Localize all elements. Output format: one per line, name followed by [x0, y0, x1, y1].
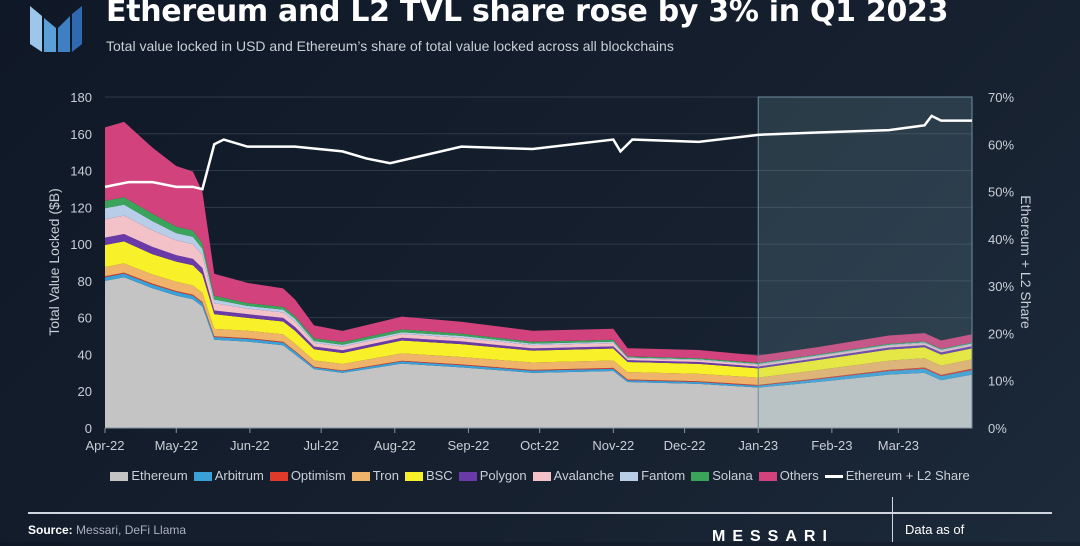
legend-line-swatch: [824, 475, 843, 479]
legend-label: Others: [779, 468, 819, 483]
legend-item-ethereum: Ethereum: [110, 468, 188, 483]
legend-swatch: [404, 472, 423, 482]
x-tick-label: Feb-23: [811, 438, 852, 453]
legend-label: Ethereum + L2 Share: [845, 468, 970, 483]
q1-2023-highlight: [757, 96, 973, 429]
legend-label: Fantom: [641, 468, 686, 483]
legend-item-arbitrum: Arbitrum: [193, 468, 264, 483]
y-tick-label: 160: [70, 127, 92, 142]
legend-swatch: [758, 472, 777, 482]
legend-item-bsc: BSC: [404, 468, 453, 483]
y-tick-label: 20: [78, 384, 92, 399]
legend: Ethereum Arbitrum Optimism Tron BSC Polygon Av…: [0, 468, 1080, 483]
x-tick-label: Jan-23: [738, 438, 778, 453]
y-tick-label: 40: [78, 347, 92, 362]
legend-label: BSC: [425, 468, 453, 483]
legend-item-optimism: Optimism: [269, 468, 346, 483]
y-tick-label: 60: [78, 311, 92, 326]
legend-swatch: [691, 472, 710, 482]
chart-title: Ethereum and L2 TVL share rose by 3% in …: [106, 0, 949, 29]
source-note: Source: Messari, DeFi Llama: [28, 523, 186, 537]
legend-label: Polygon: [479, 468, 527, 483]
y-tick-label: 140: [70, 164, 92, 179]
x-tick-label: Mar-23: [878, 438, 919, 453]
legend-swatch: [269, 472, 288, 482]
legend-item-polygon: Polygon: [458, 468, 527, 483]
chart: 0 20 40 60 80 100 120 140 160 180 0% 10% 20% 30% 40% 50…: [46, 90, 1034, 453]
legend-item-avalanche: Avalanche: [532, 468, 615, 483]
y-tick-label: 180: [70, 90, 92, 105]
legend-swatch: [110, 472, 129, 482]
ethereum-l2-share-line: [104, 114, 972, 191]
y2-axis-label: Ethereum + L2 Share: [1018, 195, 1034, 329]
y-tick-label: 0: [85, 421, 92, 436]
messari-logo: [30, 6, 82, 52]
y2-tick-label: 70%: [988, 90, 1014, 105]
legend-swatch: [458, 472, 477, 482]
source-text: Messari, DeFi Llama: [76, 523, 187, 537]
x-tick-label: May-22: [155, 438, 198, 453]
legend-swatch: [193, 472, 212, 482]
y2-tick-label: 50%: [988, 185, 1014, 200]
legend-item-others: Others: [758, 468, 819, 483]
legend-item-tron: Tron: [351, 468, 399, 483]
legend-swatch: [532, 472, 551, 482]
x-tick-label: Aug-22: [374, 438, 416, 453]
legend-item-fantom: Fantom: [620, 468, 685, 483]
brand-wordmark: MESSARI: [712, 528, 834, 545]
y-tick-label: 100: [70, 237, 92, 252]
legend-swatch: [351, 472, 370, 482]
x-tick-label: Jun-22: [230, 438, 270, 453]
legend-item-share-line: Ethereum + L2 Share: [824, 468, 970, 483]
y2-tick-label: 60%: [988, 137, 1014, 152]
x-tick-label: Apr-22: [85, 438, 124, 453]
area-ethereum: [105, 277, 972, 428]
x-tick-label: Oct-22: [520, 438, 559, 453]
y2-tick-label: 30%: [988, 279, 1014, 294]
y2-tick-label: 0%: [988, 421, 1007, 436]
y-tick-label: 80: [78, 274, 92, 289]
legend-label: Tron: [372, 468, 399, 483]
footer-vertical-divider: [892, 497, 893, 542]
y2-tick-label: 40%: [988, 232, 1014, 247]
legend-label: Avalanche: [553, 468, 615, 483]
area-others: [105, 121, 972, 363]
x-tick-label: Sep-22: [447, 438, 489, 453]
y2-tick-label: 20%: [988, 326, 1014, 341]
legend-label: Arbitrum: [214, 468, 264, 483]
x-tick-label: Dec-22: [664, 438, 706, 453]
chart-subtitle: Total value locked in USD and Ethereum’s…: [106, 38, 674, 54]
y2-tick-label: 10%: [988, 374, 1014, 389]
y-tick-label: 120: [70, 200, 92, 215]
legend-label: Optimism: [290, 468, 346, 483]
data-as-of: Data as of: [905, 522, 965, 537]
y-axis-label: Total Value Locked ($B): [46, 188, 62, 336]
source-label: Source:: [28, 523, 73, 537]
x-tick-label: Nov-22: [592, 438, 634, 453]
x-tick-label: Jul-22: [303, 438, 338, 453]
legend-label: Solana: [712, 468, 753, 483]
legend-label: Ethereum: [131, 468, 188, 483]
footer-divider: [28, 512, 1052, 514]
legend-swatch: [620, 472, 639, 482]
legend-item-solana: Solana: [691, 468, 753, 483]
